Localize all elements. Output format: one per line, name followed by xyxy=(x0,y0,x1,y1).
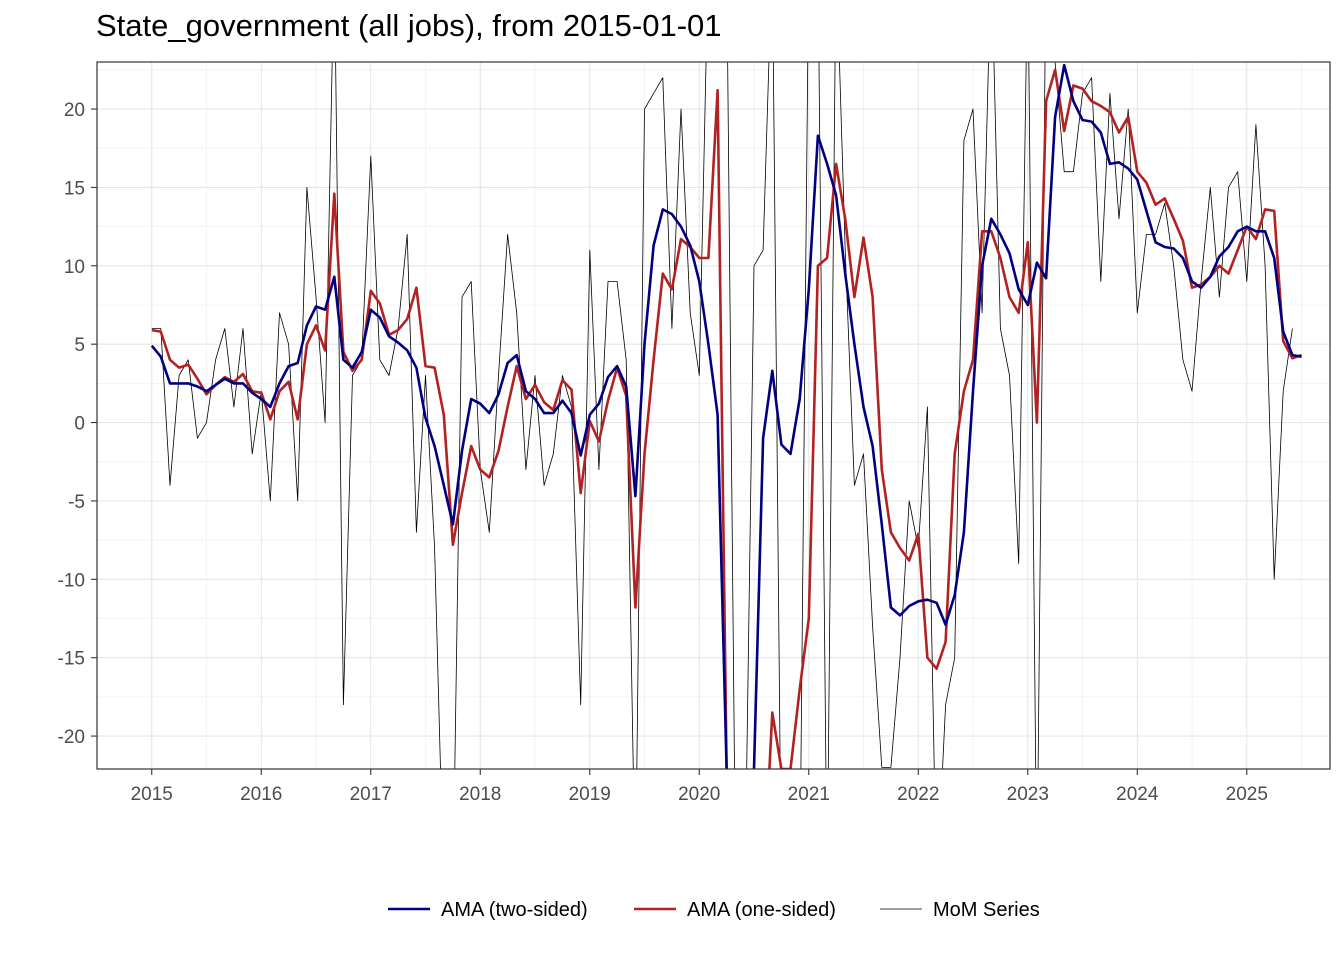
y-tick-label: -10 xyxy=(58,570,85,591)
x-tick-label: 2021 xyxy=(788,784,830,805)
y-tick-label: -15 xyxy=(58,649,85,670)
y-tick-label: -5 xyxy=(68,492,85,513)
x-tick-label: 2024 xyxy=(1116,784,1159,805)
y-tick-label: 20 xyxy=(64,100,85,121)
y-tick-label: -20 xyxy=(58,727,85,748)
x-tick-label: 2023 xyxy=(1007,784,1049,805)
y-tick-label: 5 xyxy=(74,335,85,356)
y-tick-label: 15 xyxy=(64,178,85,199)
axes: 2015 2016 2017 2018 2019 2020 2021 2022 2023 2024… xyxy=(58,100,1268,805)
x-tick-label: 2022 xyxy=(897,784,939,805)
legend-label-2: MoM Series xyxy=(933,899,1040,921)
y-tick-label: 0 xyxy=(74,414,85,435)
legend-label-0: AMA (two-sided) xyxy=(441,899,588,921)
x-tick-label: 2025 xyxy=(1226,784,1268,805)
x-tick-label: 2015 xyxy=(131,784,173,805)
plot-border xyxy=(96,61,1331,770)
x-tick-label: 2018 xyxy=(459,784,501,805)
legend-label-1: AMA (one-sided) xyxy=(687,899,836,921)
series-lines xyxy=(150,62,1302,769)
x-tick-label: 2019 xyxy=(569,784,611,805)
series-line-2 xyxy=(151,62,1293,769)
series-line-0 xyxy=(150,63,1302,769)
x-tick-label: 2020 xyxy=(678,784,720,805)
x-tick-label: 2017 xyxy=(350,784,392,805)
legend: AMA (two-sided) AMA (one-sided) MoM Series xyxy=(388,899,1040,921)
y-tick-label: 10 xyxy=(64,257,85,278)
chart-title: State_government (all jobs), from 2015-0… xyxy=(96,8,722,43)
x-tick-label: 2016 xyxy=(240,784,282,805)
